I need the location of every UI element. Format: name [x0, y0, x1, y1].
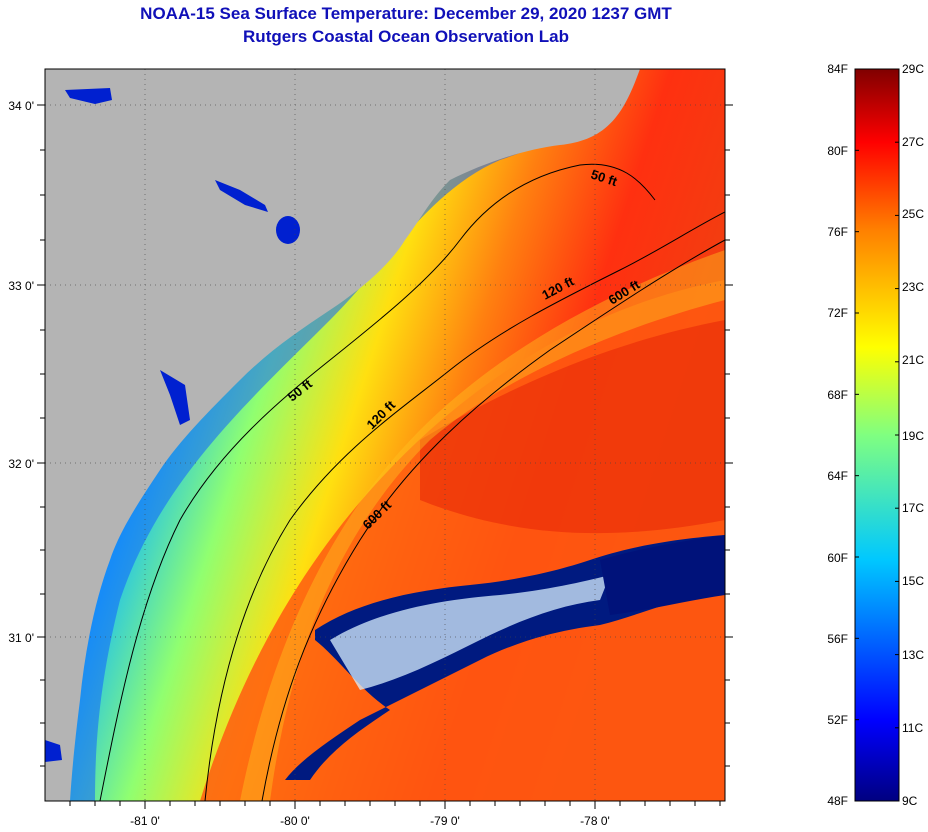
contour-600ft — [261, 239, 725, 801]
colorbar-fahrenheit-label: 56F — [827, 632, 848, 646]
colorbar-celsius-label: 25C — [902, 207, 924, 221]
map-frame — [44, 68, 726, 802]
colorbar-fahrenheit-label: 80F — [827, 144, 848, 158]
chart-subtitle: Rutgers Coastal Ocean Observation Lab — [243, 27, 569, 46]
land-mass — [45, 69, 640, 801]
contour-50ft — [99, 163, 656, 801]
latitude-label: 32 0' — [8, 457, 34, 471]
longitude-label: -78 0' — [580, 814, 610, 828]
colorbar-celsius-label: 19C — [902, 429, 924, 443]
colorbar-celsius-label: 15C — [902, 574, 924, 588]
lat-lon-grid — [45, 69, 725, 801]
colorbar-fahrenheit-label: 76F — [827, 225, 848, 239]
colorbar-fahrenheit-label: 52F — [827, 713, 848, 727]
colorbar-fahrenheit-label: 60F — [827, 551, 848, 565]
colorbar-celsius-label: 9C — [902, 794, 918, 808]
colorbar-fahrenheit-label: 64F — [827, 469, 848, 483]
longitude-label: -79 0' — [430, 814, 460, 828]
longitude-label: -81 0' — [130, 814, 160, 828]
colorbar-celsius-label: 21C — [902, 353, 924, 367]
colorbar-celsius-label: 27C — [902, 135, 924, 149]
colorbar-celsius-label: 11C — [902, 721, 923, 735]
colorbar-fahrenheit-label: 84F — [827, 62, 848, 76]
colorbar-fahrenheit-label: 48F — [827, 794, 848, 808]
colorbar-celsius-label: 17C — [902, 501, 924, 515]
latitude-label: 33 0' — [8, 279, 34, 293]
colorbar-celsius-label: 13C — [902, 648, 924, 662]
colorbar-celsius-label: 29C — [902, 62, 924, 76]
latitude-label: 31 0' — [8, 631, 34, 645]
colorbar-fahrenheit-label: 72F — [827, 306, 848, 320]
temperature-colorbar — [854, 68, 900, 802]
chart-title: NOAA-15 Sea Surface Temperature: Decembe… — [140, 4, 672, 23]
latitude-label: 34 0' — [8, 99, 34, 113]
colorbar-celsius-label: 23C — [902, 280, 924, 294]
longitude-label: -80 0' — [280, 814, 310, 828]
contour-120ft — [204, 211, 725, 801]
colorbar-fahrenheit-label: 68F — [827, 388, 848, 402]
